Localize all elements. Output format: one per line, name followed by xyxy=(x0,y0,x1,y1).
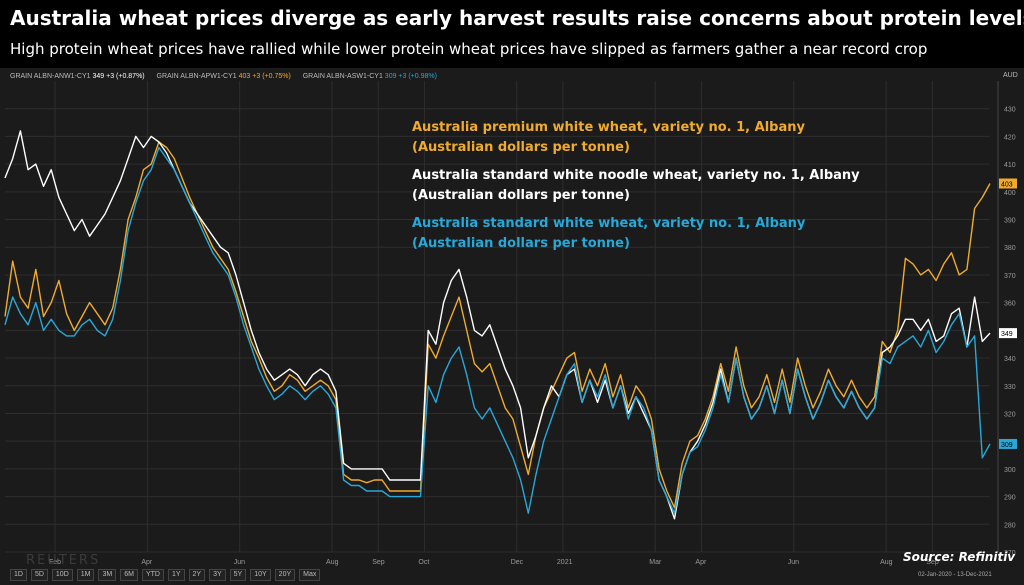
legend-premium: Australia premium white wheat, variety n… xyxy=(412,118,860,158)
y-tick-label-300: 300 xyxy=(1004,467,1016,474)
legend-standard: Australia standard white wheat, variety … xyxy=(412,214,860,254)
last-value-badge-noodle xyxy=(999,328,1017,339)
y-tick-label-420: 420 xyxy=(1004,134,1016,141)
legend-noodle-name: Australia standard white noodle wheat, v… xyxy=(412,168,860,183)
x-tick-label-3: Aug xyxy=(326,559,339,566)
range-button-ytd[interactable]: YTD xyxy=(141,569,164,581)
y-tick-label-330: 330 xyxy=(1004,384,1016,391)
legend-standard-name: Australia standard white wheat, variety … xyxy=(412,216,806,231)
chart-header: Australia wheat prices diverge as early … xyxy=(0,0,1024,68)
last-value-text-premium: 403 xyxy=(1001,182,1013,189)
y-tick-label-400: 400 xyxy=(1004,190,1016,197)
range-button-1d[interactable]: 1D xyxy=(10,569,27,581)
range-button-10y[interactable]: 10Y xyxy=(250,569,271,581)
chart-legend: Australia premium white wheat, variety n… xyxy=(412,118,860,262)
chart-subtitle: High protein wheat prices have rallied w… xyxy=(10,40,928,58)
range-button-5y[interactable]: 5Y xyxy=(229,569,247,581)
x-tick-label-10: Jun xyxy=(788,559,799,566)
range-button-3y[interactable]: 3Y xyxy=(209,569,226,581)
range-button-6m[interactable]: 6M xyxy=(120,569,138,581)
y-tick-label-280: 280 xyxy=(1004,522,1016,529)
y-tick-label-370: 370 xyxy=(1004,273,1016,280)
last-value-badge-premium xyxy=(999,178,1017,189)
x-tick-label-1: Apr xyxy=(141,559,153,566)
range-button-max[interactable]: Max xyxy=(299,569,321,581)
series-line-standard xyxy=(4,146,991,514)
ticker-code-anw[interactable]: GRAIN ALBN-ANW1-CY1 xyxy=(10,73,91,80)
ticker-code-apw[interactable]: GRAIN ALBN-APW1-CY1 xyxy=(156,73,237,80)
ticker-strip: GRAIN ALBN-ANW1-CY1 349 +3 (+0.87%) GRAI… xyxy=(10,73,437,80)
last-value-text-standard: 309 xyxy=(1001,442,1013,449)
x-tick-label-5: Oct xyxy=(418,559,429,566)
x-tick-label-2: Jun xyxy=(234,559,245,566)
y-tick-label-270: 270 xyxy=(1004,550,1016,557)
x-tick-label-9: Apr xyxy=(695,559,707,566)
y-tick-label-340: 340 xyxy=(1004,356,1016,363)
price-chart: 2702802903003103203303403503603703803904… xyxy=(4,81,1017,566)
y-tick-label-320: 320 xyxy=(1004,411,1016,418)
legend-premium-name: Australia premium white wheat, variety n… xyxy=(412,120,805,135)
ticker-value-apw: 403 +3 (+0.75%) xyxy=(238,73,291,80)
range-button-1y[interactable]: 1Y xyxy=(167,569,185,581)
y-tick-label-380: 380 xyxy=(1004,245,1016,252)
ticker-value-anw: 349 +3 (+0.87%) xyxy=(92,73,145,80)
y-tick-label-410: 410 xyxy=(1004,162,1016,169)
range-button-10d[interactable]: 10D xyxy=(51,569,73,581)
y-tick-label-390: 390 xyxy=(1004,218,1016,225)
x-tick-label-7: 2021 xyxy=(557,559,573,566)
legend-standard-unit: (Australian dollars per tonne) xyxy=(412,236,630,251)
ticker-value-asw: 309 +3 (+0.98%) xyxy=(384,73,437,80)
x-tick-label-4: Sep xyxy=(372,559,385,566)
reuters-watermark: REUTERS xyxy=(26,553,101,568)
range-button-3m[interactable]: 3M xyxy=(98,569,117,581)
x-tick-label-0: Feb xyxy=(49,559,61,566)
x-tick-label-12: Sep xyxy=(926,559,939,566)
x-tick-label-6: Dec xyxy=(511,559,524,566)
ticker-code-asw[interactable]: GRAIN ALBN-ASW1-CY1 xyxy=(302,73,383,80)
range-button-1m[interactable]: 1M xyxy=(76,569,95,581)
range-button-5d[interactable]: 5D xyxy=(30,569,48,581)
legend-premium-unit: (Australian dollars per tonne) xyxy=(412,140,630,155)
y-tick-label-430: 430 xyxy=(1004,107,1016,114)
y-tick-label-360: 360 xyxy=(1004,301,1016,308)
legend-noodle: Australia standard white noodle wheat, v… xyxy=(412,166,860,206)
date-range-label: 02-Jan-2020 - 13-Dec-2021 xyxy=(918,572,992,578)
y-tick-label-290: 290 xyxy=(1004,495,1016,502)
x-tick-label-8: Mar xyxy=(649,559,662,566)
last-value-badge-standard xyxy=(999,438,1017,449)
axis-unit-label: AUD xyxy=(1003,72,1018,79)
last-value-text-noodle: 349 xyxy=(1001,331,1013,338)
chart-title: Australia wheat prices diverge as early … xyxy=(10,6,1024,30)
range-button-2y[interactable]: 2Y xyxy=(188,569,206,581)
range-button-bar: 1D 5D 10D 1M 3M 6M YTD 1Y 2Y 3Y 5Y 10Y 20Y Max xyxy=(10,569,321,581)
series-line-premium xyxy=(4,141,991,509)
legend-noodle-unit: (Australian dollars per tonne) xyxy=(412,188,630,203)
range-button-20y[interactable]: 20Y xyxy=(274,569,296,581)
source-credit: Source: Refinitiv xyxy=(903,550,1016,564)
x-tick-label-11: Aug xyxy=(880,559,893,566)
